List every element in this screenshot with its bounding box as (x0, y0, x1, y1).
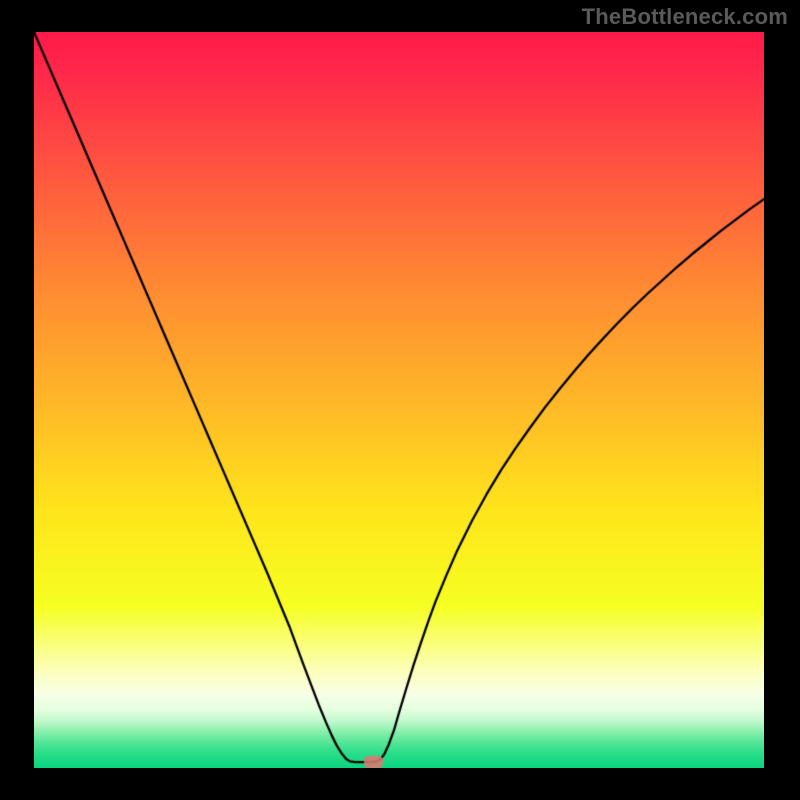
bottleneck-curve-chart (34, 32, 764, 768)
plot-area (34, 32, 764, 768)
watermark-text: TheBottleneck.com (582, 4, 788, 30)
chart-root: TheBottleneck.com (0, 0, 800, 800)
